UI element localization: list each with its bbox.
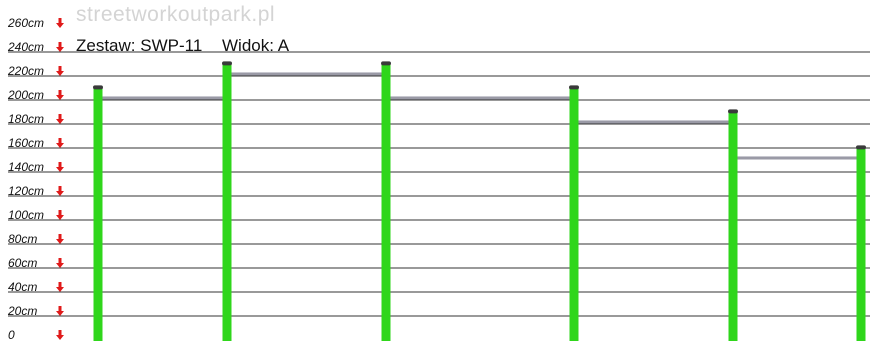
- post-cap: [569, 85, 579, 90]
- post-cap: [728, 109, 738, 114]
- tick-label: 40cm: [8, 280, 37, 294]
- view-label: Widok: A: [222, 36, 290, 55]
- red-down-arrow-icon: [56, 42, 64, 52]
- red-down-arrow-icon: [56, 306, 64, 316]
- tick-label: 120cm: [8, 184, 44, 198]
- tick-label: 0: [8, 328, 15, 341]
- tick-label: 200cm: [7, 88, 44, 102]
- vertical-post: [222, 64, 232, 341]
- red-down-arrow-icon: [56, 234, 64, 244]
- tick-label: 240cm: [7, 40, 44, 54]
- red-down-arrow-icon: [56, 66, 64, 76]
- red-down-arrow-icon: [56, 90, 64, 100]
- post-cap: [856, 145, 866, 150]
- red-down-arrow-icon: [56, 282, 64, 292]
- post-cap: [381, 61, 391, 66]
- vertical-post: [856, 148, 866, 341]
- set-label: Zestaw: SWP-11: [76, 36, 203, 55]
- post-cap: [222, 61, 232, 66]
- watermark-text: streetworkoutpark.pl: [76, 3, 276, 26]
- post-cap: [93, 85, 103, 90]
- tick-label: 100cm: [8, 208, 44, 222]
- tick-label: 20cm: [7, 304, 37, 318]
- red-down-arrow-icon: [56, 18, 64, 28]
- red-down-arrow-icon: [56, 138, 64, 148]
- red-down-arrow-icon: [56, 186, 64, 196]
- tick-label: 220cm: [7, 64, 44, 78]
- red-down-arrow-icon: [56, 162, 64, 172]
- red-down-arrow-icon: [56, 258, 64, 268]
- tick-label: 180cm: [8, 112, 44, 126]
- red-down-arrow-icon: [56, 330, 64, 340]
- tick-label: 140cm: [8, 160, 44, 174]
- vertical-post: [381, 64, 391, 341]
- title-row: Zestaw: SWP-11 Widok: A: [76, 36, 304, 56]
- red-down-arrow-icon: [56, 114, 64, 124]
- tick-label: 80cm: [8, 232, 37, 246]
- vertical-post: [569, 88, 579, 341]
- tick-label: 160cm: [8, 136, 44, 150]
- vertical-post: [728, 112, 738, 341]
- vertical-post: [93, 88, 103, 341]
- tick-label: 60cm: [8, 256, 37, 270]
- red-down-arrow-icon: [56, 210, 64, 220]
- tick-label: 260cm: [7, 16, 44, 30]
